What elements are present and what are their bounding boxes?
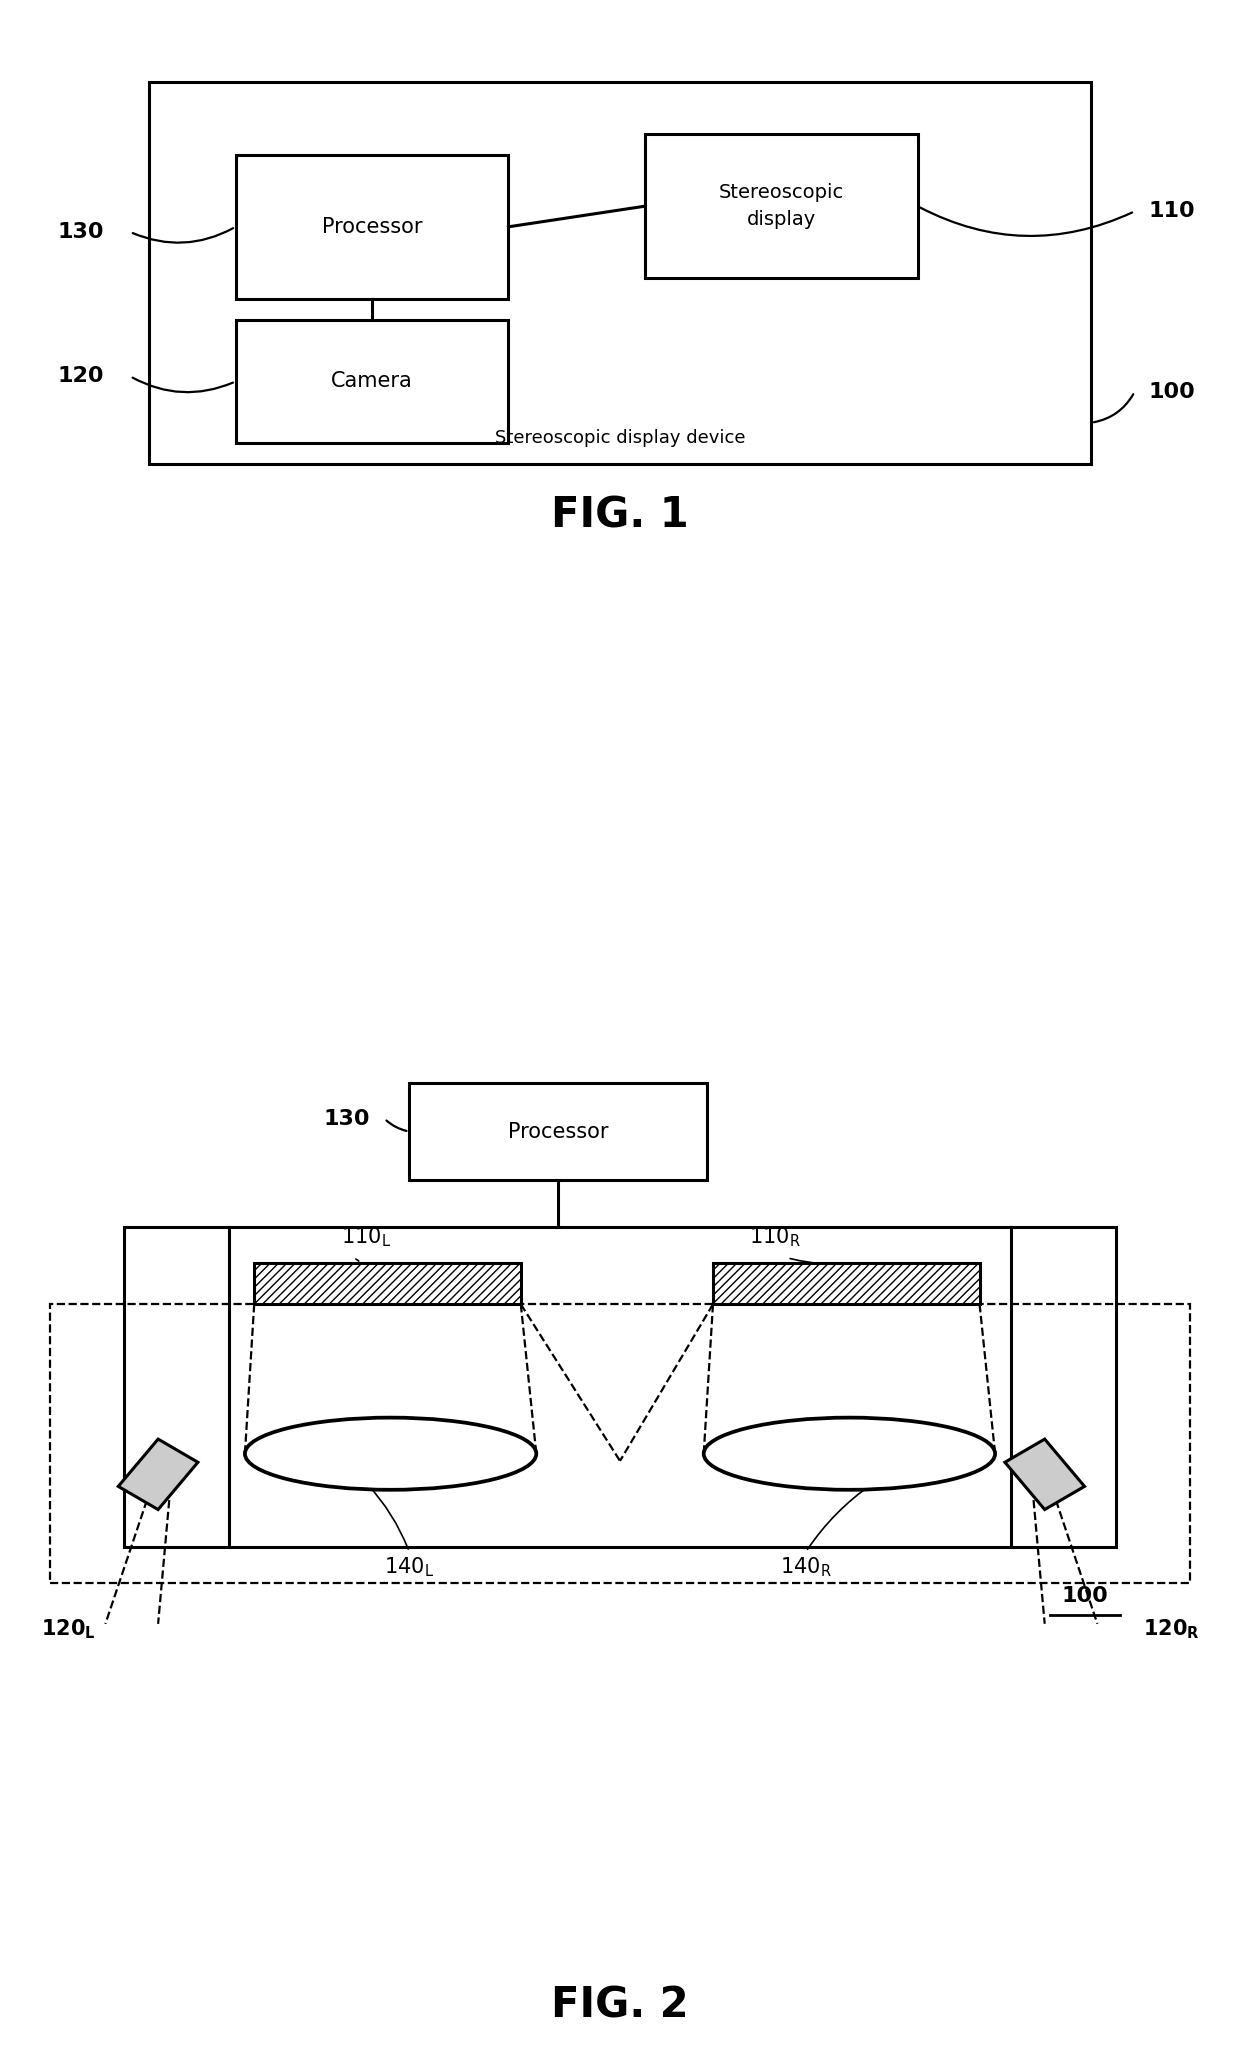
Text: Processor: Processor — [507, 1122, 609, 1142]
Text: Camera: Camera — [331, 371, 413, 392]
Text: FIG. 1: FIG. 1 — [551, 495, 689, 536]
Text: 120: 120 — [57, 367, 104, 386]
Bar — [50, 1303, 1190, 1584]
Bar — [645, 134, 918, 278]
Text: 130: 130 — [57, 223, 104, 241]
Text: 110$_\mathregular{R}$: 110$_\mathregular{R}$ — [749, 1225, 801, 1250]
Text: 120$_\mathregular{L}$: 120$_\mathregular{L}$ — [41, 1617, 95, 1641]
Bar — [149, 82, 1091, 464]
Polygon shape — [118, 1439, 198, 1509]
Text: 100: 100 — [1061, 1586, 1109, 1606]
Text: 100: 100 — [1148, 381, 1195, 402]
Text: 130: 130 — [324, 1109, 371, 1128]
Text: 140$_\mathregular{R}$: 140$_\mathregular{R}$ — [780, 1555, 832, 1579]
Text: Processor: Processor — [321, 217, 423, 237]
Bar — [409, 1083, 707, 1179]
Bar — [124, 1227, 1116, 1546]
Text: FIG. 2: FIG. 2 — [552, 1984, 688, 2027]
Polygon shape — [1004, 1439, 1085, 1509]
Text: 120$_\mathregular{R}$: 120$_\mathregular{R}$ — [1143, 1617, 1200, 1641]
Bar — [236, 320, 508, 443]
Text: 110$_\mathregular{L}$: 110$_\mathregular{L}$ — [341, 1225, 391, 1250]
Text: 110: 110 — [1148, 202, 1195, 221]
Text: Stereoscopic
display: Stereoscopic display — [718, 184, 844, 229]
Text: Stereoscopic display device: Stereoscopic display device — [495, 429, 745, 447]
Text: 140$_\mathregular{L}$: 140$_\mathregular{L}$ — [384, 1555, 434, 1579]
Bar — [254, 1262, 521, 1305]
Ellipse shape — [704, 1419, 996, 1489]
Ellipse shape — [246, 1419, 536, 1489]
Bar — [236, 155, 508, 299]
Bar — [713, 1262, 980, 1305]
